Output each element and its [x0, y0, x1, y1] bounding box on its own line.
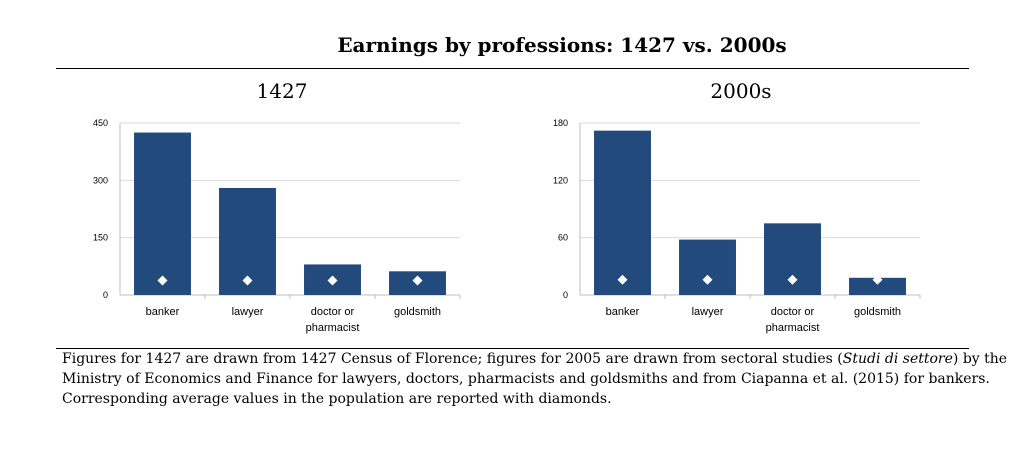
average-diamond [872, 274, 883, 285]
main-title: Earnings by professions: 1427 vs. 2000s [337, 33, 787, 57]
y-tick-label: 150 [93, 233, 108, 243]
bottom-rule [56, 348, 969, 349]
y-tick-label: 180 [553, 118, 568, 128]
caption-line-3: Corresponding average values in the popu… [62, 391, 612, 407]
category-label: doctor or [311, 306, 355, 318]
average-diamond [327, 275, 338, 286]
average-diamond [787, 274, 798, 285]
caption-line-2: Ministry of Economics and Finance for la… [62, 371, 990, 387]
y-tick-label: 450 [93, 118, 108, 128]
chart-2000s: 0 60 120 180 banker lawyer doctor or pharmacist… [553, 118, 921, 334]
caption-line-1: Figures for 1427 are drawn from 1427 Cen… [62, 349, 1007, 369]
category-label: pharmacist [306, 322, 360, 334]
average-diamond [412, 275, 423, 286]
bar [849, 277, 906, 295]
average-diamond [157, 275, 168, 286]
category-label: goldsmith [394, 306, 441, 318]
category-label: pharmacist [766, 322, 820, 334]
y-tick-label: 120 [553, 175, 568, 185]
average-diamond [617, 274, 628, 285]
bar [134, 132, 191, 295]
average-diamond [702, 274, 713, 285]
category-label: doctor or [771, 306, 815, 318]
y-tick-label: 0 [563, 290, 568, 300]
category-label: banker [146, 306, 180, 318]
caption-line-1-b: ) by the [952, 351, 1008, 367]
y-tick-label: 300 [93, 175, 108, 185]
caption: Figures for 1427 are drawn from 1427 Cen… [62, 349, 1007, 409]
caption-line-1-emphasis: Studi di settore [842, 351, 953, 367]
y-tick-label: 60 [558, 233, 568, 243]
category-label: lawyer [232, 306, 264, 318]
bar [679, 239, 736, 295]
chart-1427: 0 150 300 450 banker lawyer doctor or pharmacis… [93, 118, 461, 334]
chart-1427-title: 1427 [256, 79, 308, 103]
category-label: goldsmith [854, 306, 901, 318]
average-diamond [242, 275, 253, 286]
chart-2000s-title: 2000s [710, 79, 772, 103]
top-rule [56, 68, 969, 69]
caption-line-1-a: Figures for 1427 are drawn from 1427 Cen… [62, 351, 843, 367]
bar [594, 130, 651, 295]
category-label: banker [606, 306, 640, 318]
y-tick-label: 0 [103, 290, 108, 300]
category-label: lawyer [692, 306, 724, 318]
